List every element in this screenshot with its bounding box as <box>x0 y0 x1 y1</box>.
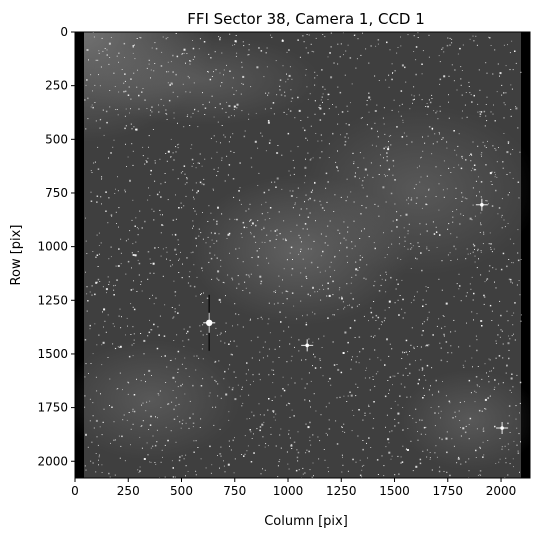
y-tick-label: 0 <box>60 25 68 39</box>
image-border-right <box>521 32 530 478</box>
y-axis-label: Row [pix] <box>9 225 24 286</box>
x-tick-label: 1000 <box>273 484 304 498</box>
x-axis: 0 250 500 750 1000 1250 1500 1750 2000 <box>71 478 516 498</box>
y-tick-label: 500 <box>45 132 68 146</box>
image-area <box>75 32 530 478</box>
bright-star <box>496 421 509 434</box>
y-tick-label: 1250 <box>37 293 68 307</box>
star-field <box>84 32 522 478</box>
y-axis: 0 250 500 750 1000 1250 1500 1750 2000 <box>37 25 75 468</box>
image-border-left <box>75 32 84 478</box>
x-tick-label: 500 <box>170 484 193 498</box>
x-tick-label: 750 <box>223 484 246 498</box>
figure-title: FFI Sector 38, Camera 1, CCD 1 <box>187 10 425 28</box>
x-tick-label: 1250 <box>326 484 357 498</box>
x-tick-label: 0 <box>71 484 79 498</box>
x-tick-label: 1500 <box>379 484 410 498</box>
x-tick-label: 250 <box>117 484 140 498</box>
x-tick-label: 2000 <box>486 484 517 498</box>
y-tick-label: 2000 <box>37 454 68 468</box>
y-tick-label: 1750 <box>37 401 68 415</box>
plot-frame <box>74 31 531 479</box>
bright-star <box>301 339 314 352</box>
y-tick-label: 250 <box>45 79 68 93</box>
x-tick-label: 1750 <box>433 484 464 498</box>
y-tick-label: 1000 <box>37 240 68 254</box>
y-tick-label: 1500 <box>37 347 68 361</box>
y-tick-label: 750 <box>45 186 68 200</box>
bright-star <box>203 294 216 351</box>
bright-star <box>475 198 488 211</box>
bright-sources <box>203 198 509 434</box>
x-axis-label: Column [pix] <box>264 514 348 529</box>
